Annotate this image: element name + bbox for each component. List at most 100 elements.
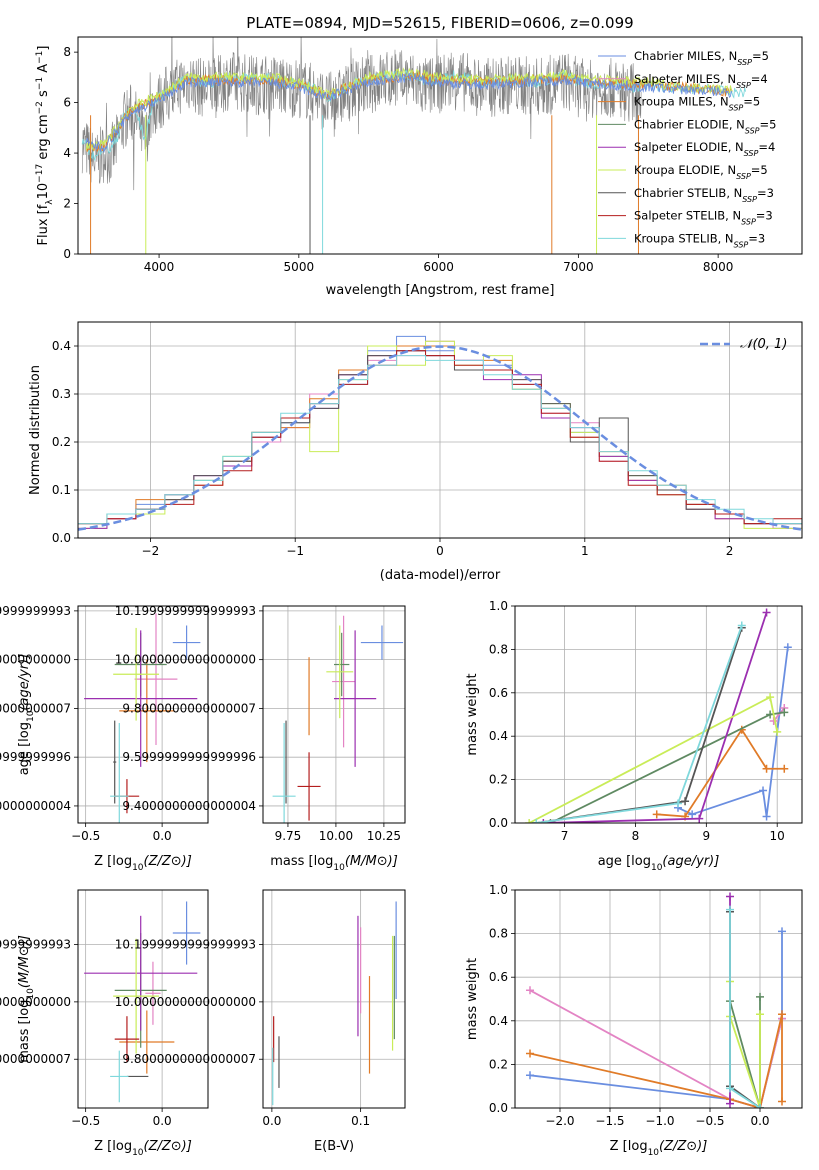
y-tick-label: 0.8 [489,927,508,941]
y-tick-label: 1.0 [489,883,508,897]
weight-line [729,911,761,1108]
legend-label: Salpeter MILES, NSSP=4 [634,72,768,90]
legend-label: Salpeter ELODIE, NSSP=4 [634,140,775,158]
x-tick-label: −0.5 [71,1114,100,1128]
weight-line [729,909,761,1108]
x-tick-label: 0.0 [750,1114,769,1128]
y-tick-label: 0.1 [52,483,71,497]
y-tick-label: 1.0 [489,599,508,613]
x-tick-label: 6000 [423,260,454,274]
label-part: −2 [35,101,45,114]
y-tick-label: 9.8000000000000007 [0,701,71,715]
weight-marker [539,819,548,823]
y-tick-label: 0.2 [52,435,71,449]
legend-label-sub: SSP [741,217,756,226]
label-part: 10 [36,183,51,200]
weight-marker [681,797,690,806]
x-tick-label: −1.0 [645,1114,674,1128]
panel-mass_vs_Z: −0.5 0.0 9.8000000000000007 10.000000000000… [0,889,209,1158]
label-part: age [log [598,854,651,869]
legend-label-text: Kroupa STELIB, N [634,231,734,245]
y-axis-label: mass [log10(M/M⊙)] [17,935,36,1063]
label-part: (Z/Z⊙)] [659,1139,707,1154]
label-part: (M/M⊙)] [345,854,398,869]
weight-marker [773,727,782,736]
label-part: 10 [651,863,663,873]
label-part: Z [log [94,854,132,869]
weight-marker [780,764,789,773]
y-tick-label: 9.5999999999999996 [0,750,71,764]
label-part: ] [36,46,51,51]
weight-marker [778,927,786,936]
legend-label-text: Salpeter ELODIE, N [634,140,744,154]
legend-label-suffix: =4 [751,72,768,86]
label-part: (age/yr)] [662,854,719,869]
axes-frame [77,889,209,1109]
x-axis-label: wavelength [Angstrom, rest frame] [326,283,555,298]
weight-marker [762,764,771,773]
x-axis-label: age [log10(age/yr)] [598,854,720,873]
histogram-step [78,355,802,538]
y-tick-label: 0.0 [489,816,508,830]
legend-label-suffix: =5 [760,117,777,131]
label-part: A [36,64,51,77]
weight-marker [726,905,734,914]
weight-line [729,911,761,1108]
y-axis-label: mass weight [465,673,480,755]
spectrum-model-line [85,67,733,152]
weight-line [528,695,779,823]
x-tick-label: 4000 [144,260,175,274]
weight-line [536,627,743,823]
weight-marker [652,810,661,819]
y-tick-label: 9.8000000000000007 [0,1052,71,1066]
legend-label: Chabrier ELODIE, NSSP=5 [634,117,776,135]
legend-label-text: Chabrier ELODIE, N [634,117,745,131]
legend-label-sub: SSP [734,240,749,249]
axes-frame [262,889,406,1109]
legend-label-suffix: =5 [743,95,760,109]
x-tick-label: −2 [142,544,160,558]
panel-residuals: −2 −1 0 1 2 0.0 0.1 0.2 0.3 0.4 𝒩(0, 1) (data-model… [28,321,803,583]
panels: 4000 5000 6000 7000 8000 0 2 4 6 8 wavelength [Ang… [0,36,803,1158]
legend-label-sub: SSP [737,58,752,67]
weight-marker [525,819,534,823]
x-tick-label: 8 [632,829,640,843]
legend-label-suffix: =5 [752,49,769,63]
y-tick-label: 9.4000000000000004 [0,799,71,813]
x-tick-label: 0 [436,544,444,558]
label-part: 10 [26,988,36,1000]
label-part: (Z/Z⊙)] [144,1139,192,1154]
x-tick-label: 9 [703,829,711,843]
axes-frame [262,605,406,824]
y-tick-label: 0.4 [52,339,71,353]
weight-marker [780,708,789,717]
axes-frame [77,605,209,824]
weight-marker [726,1099,734,1108]
normal-curve [78,345,802,531]
x-tick-label: 5000 [284,260,315,274]
weight-marker [526,986,534,995]
x-tick-label: 10.00 [319,829,353,843]
y-tick-label: 10.1999999999999993 [0,604,71,618]
legend-label: Salpeter STELIB, NSSP=3 [634,209,773,227]
legend-label: Chabrier STELIB, NSSP=3 [634,186,774,204]
plot-area [84,613,201,823]
y-tick-label: 0 [63,247,71,261]
weight-marker [762,608,771,617]
plot-area [81,37,746,254]
y-tick-label: 0.0 [52,531,71,545]
weight-marker [526,1071,534,1080]
label-part: mass [log [17,1000,32,1063]
x-tick-label: 0.1 [351,1114,370,1128]
y-tick-label: 9.8000000000000007 [122,1052,256,1066]
y-tick-label: 0.8 [489,642,508,656]
legend-label-sub: SSP [729,103,744,112]
y-axis-label: Flux [fλ10−17 erg cm−2 s−1 A−1] [35,46,55,246]
label-part: −1 [35,77,45,90]
x-tick-label: 7000 [563,260,594,274]
weight-marker [778,1010,786,1019]
weight-marker [783,643,792,652]
label-part: age [log [17,722,32,775]
